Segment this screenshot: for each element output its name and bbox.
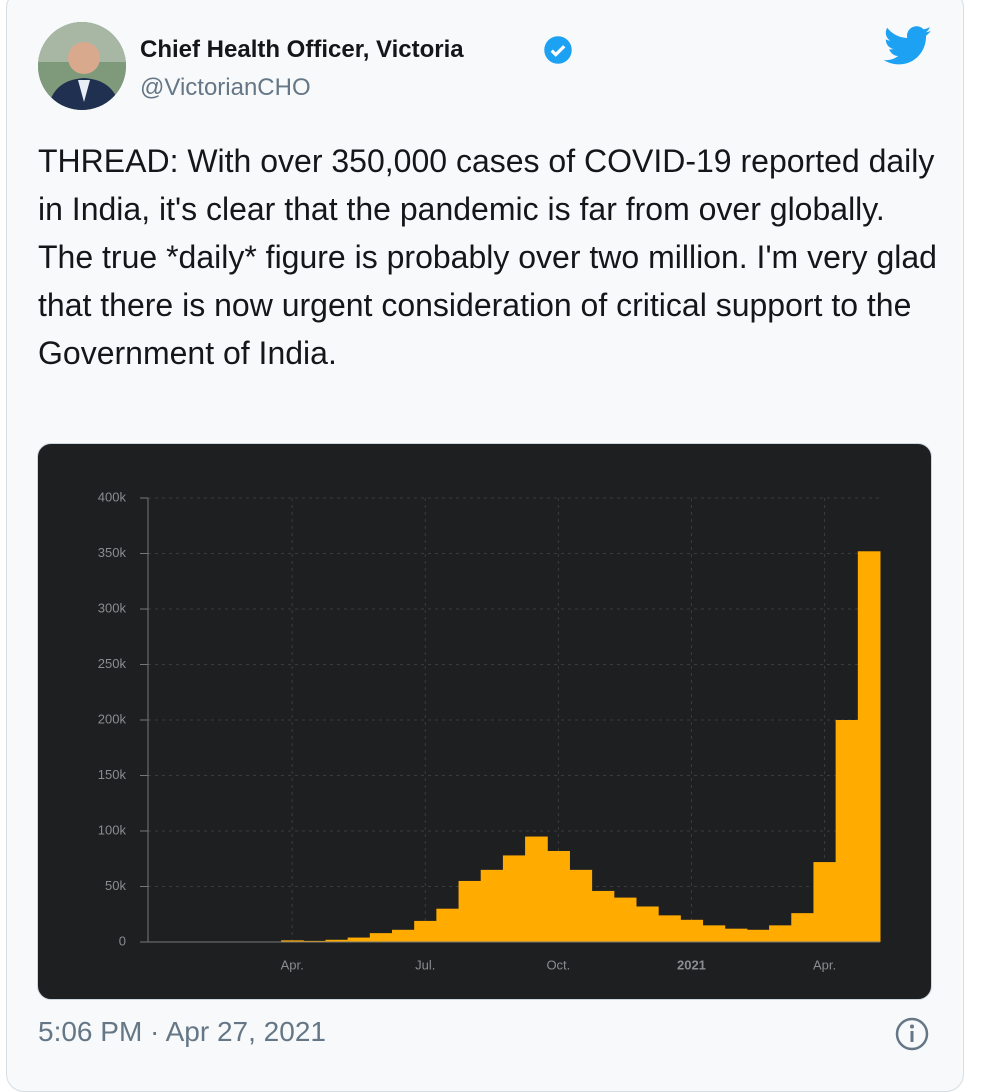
bar [725,929,748,942]
x-tick-label: 2021 [677,957,706,972]
bar [680,920,703,942]
y-tick-label: 350k [98,545,127,560]
bar [569,870,592,942]
bar [503,855,526,942]
y-tick-label: 50k [105,878,126,893]
bar [636,906,659,942]
bar [791,913,814,942]
bar [703,925,726,942]
bar [414,921,437,942]
display-name[interactable]: Chief Health Officer, Victoria [140,36,464,64]
bar [348,938,371,942]
bar [769,925,792,942]
y-tick-label: 100k [98,822,127,837]
x-tick-label: Apr. [281,957,304,972]
bar [392,930,415,942]
y-tick-label: 400k [98,489,127,504]
bar [459,881,482,942]
bar [370,933,393,942]
y-tick-label: 300k [98,600,127,615]
bar [747,930,770,942]
avatar-image [38,22,126,110]
twitter-logo[interactable] [884,26,932,66]
y-tick-label: 250k [98,656,127,671]
y-tick-label: 150k [98,767,127,782]
x-tick-label: Apr. [813,957,836,972]
bar [592,891,615,942]
bar [481,870,504,942]
chart-card[interactable]: 0 50k 100k 150k 200k 250k 300k 350k 400k Apr. Jul.… [37,443,932,1000]
timestamp[interactable]: 5:06 PM · Apr 27, 2021 [38,1016,326,1048]
chart: 0 50k 100k 150k 200k 250k 300k 350k 400k Apr. Jul.… [38,444,931,999]
info-icon[interactable] [894,1016,930,1052]
avatar[interactable] [38,22,126,110]
bar [436,909,459,942]
x-tick-label: Oct. [546,957,570,972]
bar [658,915,681,942]
bar [547,851,570,942]
verified-badge [543,35,573,65]
bar [813,862,836,942]
tweet-text: THREAD: With over 350,000 cases of COVID… [38,137,938,377]
bar [614,898,637,942]
x-tick-label: Jul. [415,957,435,972]
bar [836,720,859,942]
y-tick-label: 0 [119,933,126,948]
bar [525,837,548,942]
y-tick-label: 200k [98,711,127,726]
bar [858,551,881,942]
handle[interactable]: @VictorianCHO [140,74,311,102]
